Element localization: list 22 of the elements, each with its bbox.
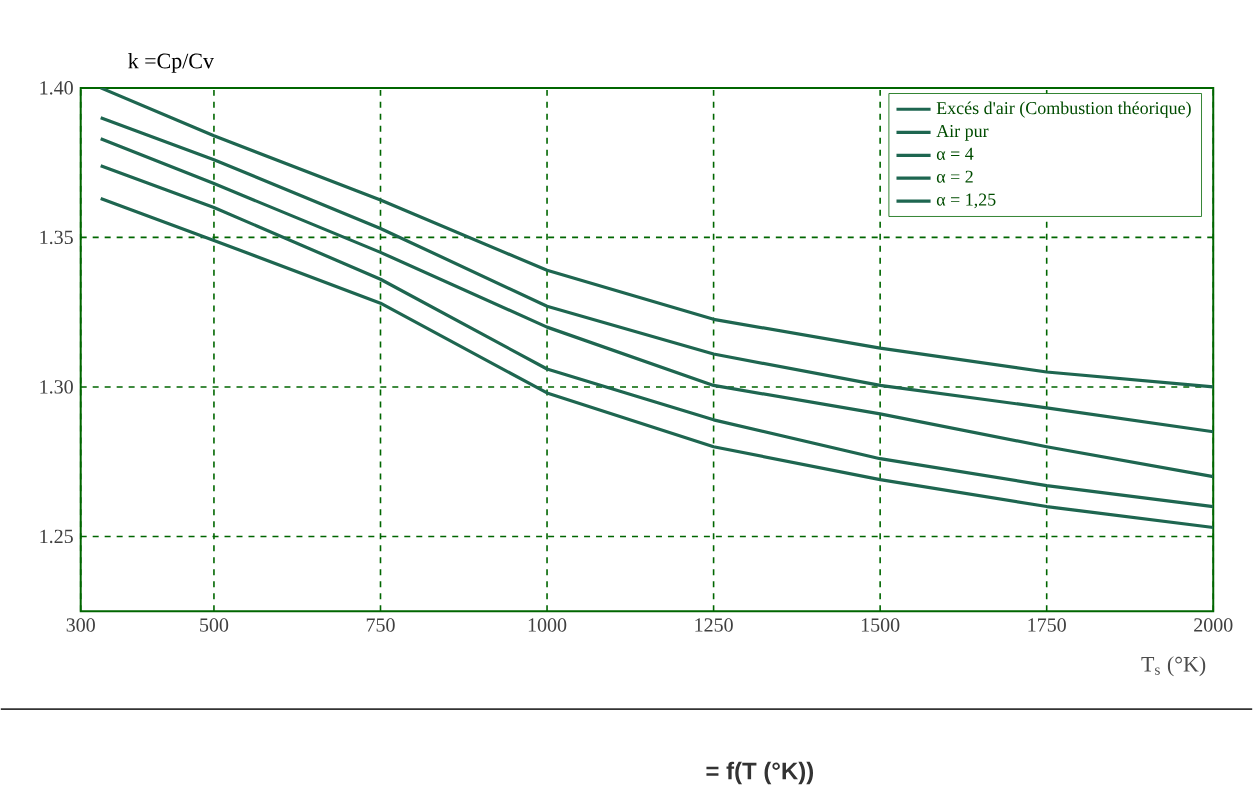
y-tick-label: 1.40 xyxy=(40,81,73,95)
x-axis-title: T$_{s}$ (°K) xyxy=(1141,656,1206,677)
x-tick-label: 1000 xyxy=(528,618,567,632)
legend-label: Air pur xyxy=(936,125,989,141)
legend-label: α = 2 xyxy=(936,170,973,183)
y-axis-title: k =Cp/Cv xyxy=(128,52,214,73)
x-tick-label: 750 xyxy=(366,618,395,632)
legend-label: α = 4 xyxy=(936,147,974,160)
legend-label: Excés d'air (Combustion théorique) xyxy=(936,101,1191,118)
x-tick-label: 2000 xyxy=(1194,618,1233,632)
x-tick-label: 1750 xyxy=(1028,618,1066,632)
line-series xyxy=(99,87,1214,389)
text: = f(T (°K)) xyxy=(706,761,814,785)
y-tick-label: 1.30 xyxy=(40,380,73,394)
y-tick-label: 1.25 xyxy=(40,529,73,544)
line-series xyxy=(99,116,1214,434)
legend-label: α = 1,25 xyxy=(936,193,996,209)
y-tick-label: 1.35 xyxy=(40,230,73,245)
x-tick-label: 300 xyxy=(66,618,95,632)
x-tick-label: 500 xyxy=(200,618,229,632)
x-tick-label: 1250 xyxy=(695,618,733,632)
x-tick-label: 1500 xyxy=(861,618,900,632)
